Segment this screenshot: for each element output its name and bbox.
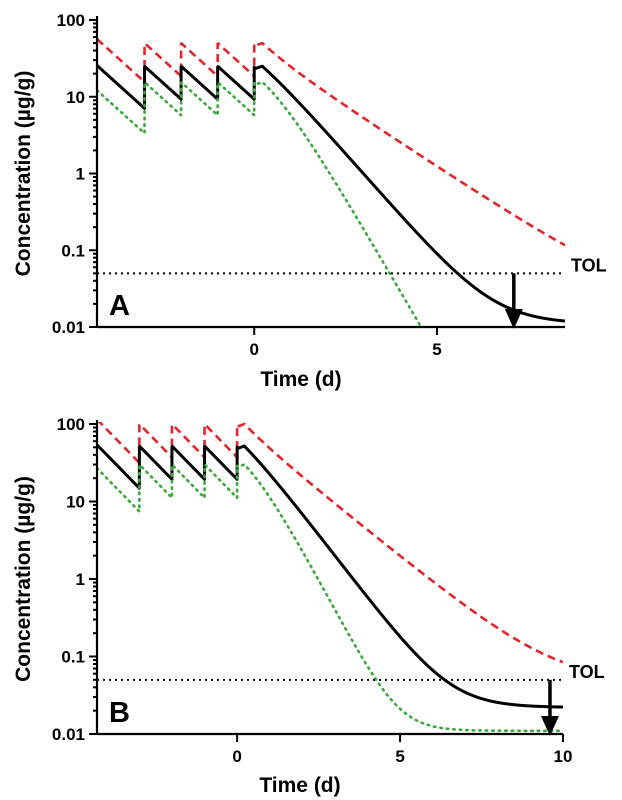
y-axis-title: Concentration (µg/g)	[12, 476, 35, 682]
x-tick-label: 0	[232, 747, 241, 766]
y-tick-label: 10	[66, 493, 85, 512]
y-tick-label: 1	[76, 570, 85, 589]
withdrawal-arrow-head	[504, 309, 523, 329]
series-group	[97, 422, 563, 733]
y-tick-label: 0.1	[61, 648, 85, 667]
y-tick-label: 100	[57, 415, 85, 434]
series-line-dashed	[97, 38, 565, 247]
y-tick-label: 0.01	[52, 725, 85, 744]
x-tick-label: 5	[432, 340, 441, 359]
y-tick-label: 10	[66, 88, 85, 107]
y-tick-label: 1	[76, 165, 85, 184]
tol-label: TOL	[571, 255, 607, 275]
x-tick-label: 10	[554, 747, 573, 766]
y-tick-label: 0.1	[61, 241, 85, 260]
series-line-solid	[97, 443, 563, 709]
series-line-dotted	[97, 80, 423, 327]
y-tick-label: 0.01	[52, 318, 85, 337]
withdrawal-arrow-head	[540, 716, 559, 736]
tol-label: TOL	[569, 662, 605, 682]
x-axis-title: Time (d)	[260, 368, 341, 391]
panel-a: TOL 0.01 0.1 1 10 100 0 5 Time (d) Concentration …	[12, 11, 607, 391]
series-group	[97, 38, 565, 327]
x-axis-title: Time (d)	[259, 774, 340, 797]
panel-letter: A	[109, 290, 130, 322]
series-line-dotted	[97, 463, 563, 733]
panel-letter: B	[109, 697, 130, 729]
series-line-dashed	[97, 422, 563, 664]
x-tick-label: 0	[249, 340, 258, 359]
series-line-solid	[97, 64, 565, 323]
x-tick-label: 5	[395, 747, 404, 766]
y-axis-title: Concentration (µg/g)	[12, 71, 35, 277]
panel-b: TOL 0.01 0.1 1 10 100 0 5 10 Time (d) Concentratio…	[12, 415, 605, 797]
y-tick-label: 100	[57, 11, 85, 30]
